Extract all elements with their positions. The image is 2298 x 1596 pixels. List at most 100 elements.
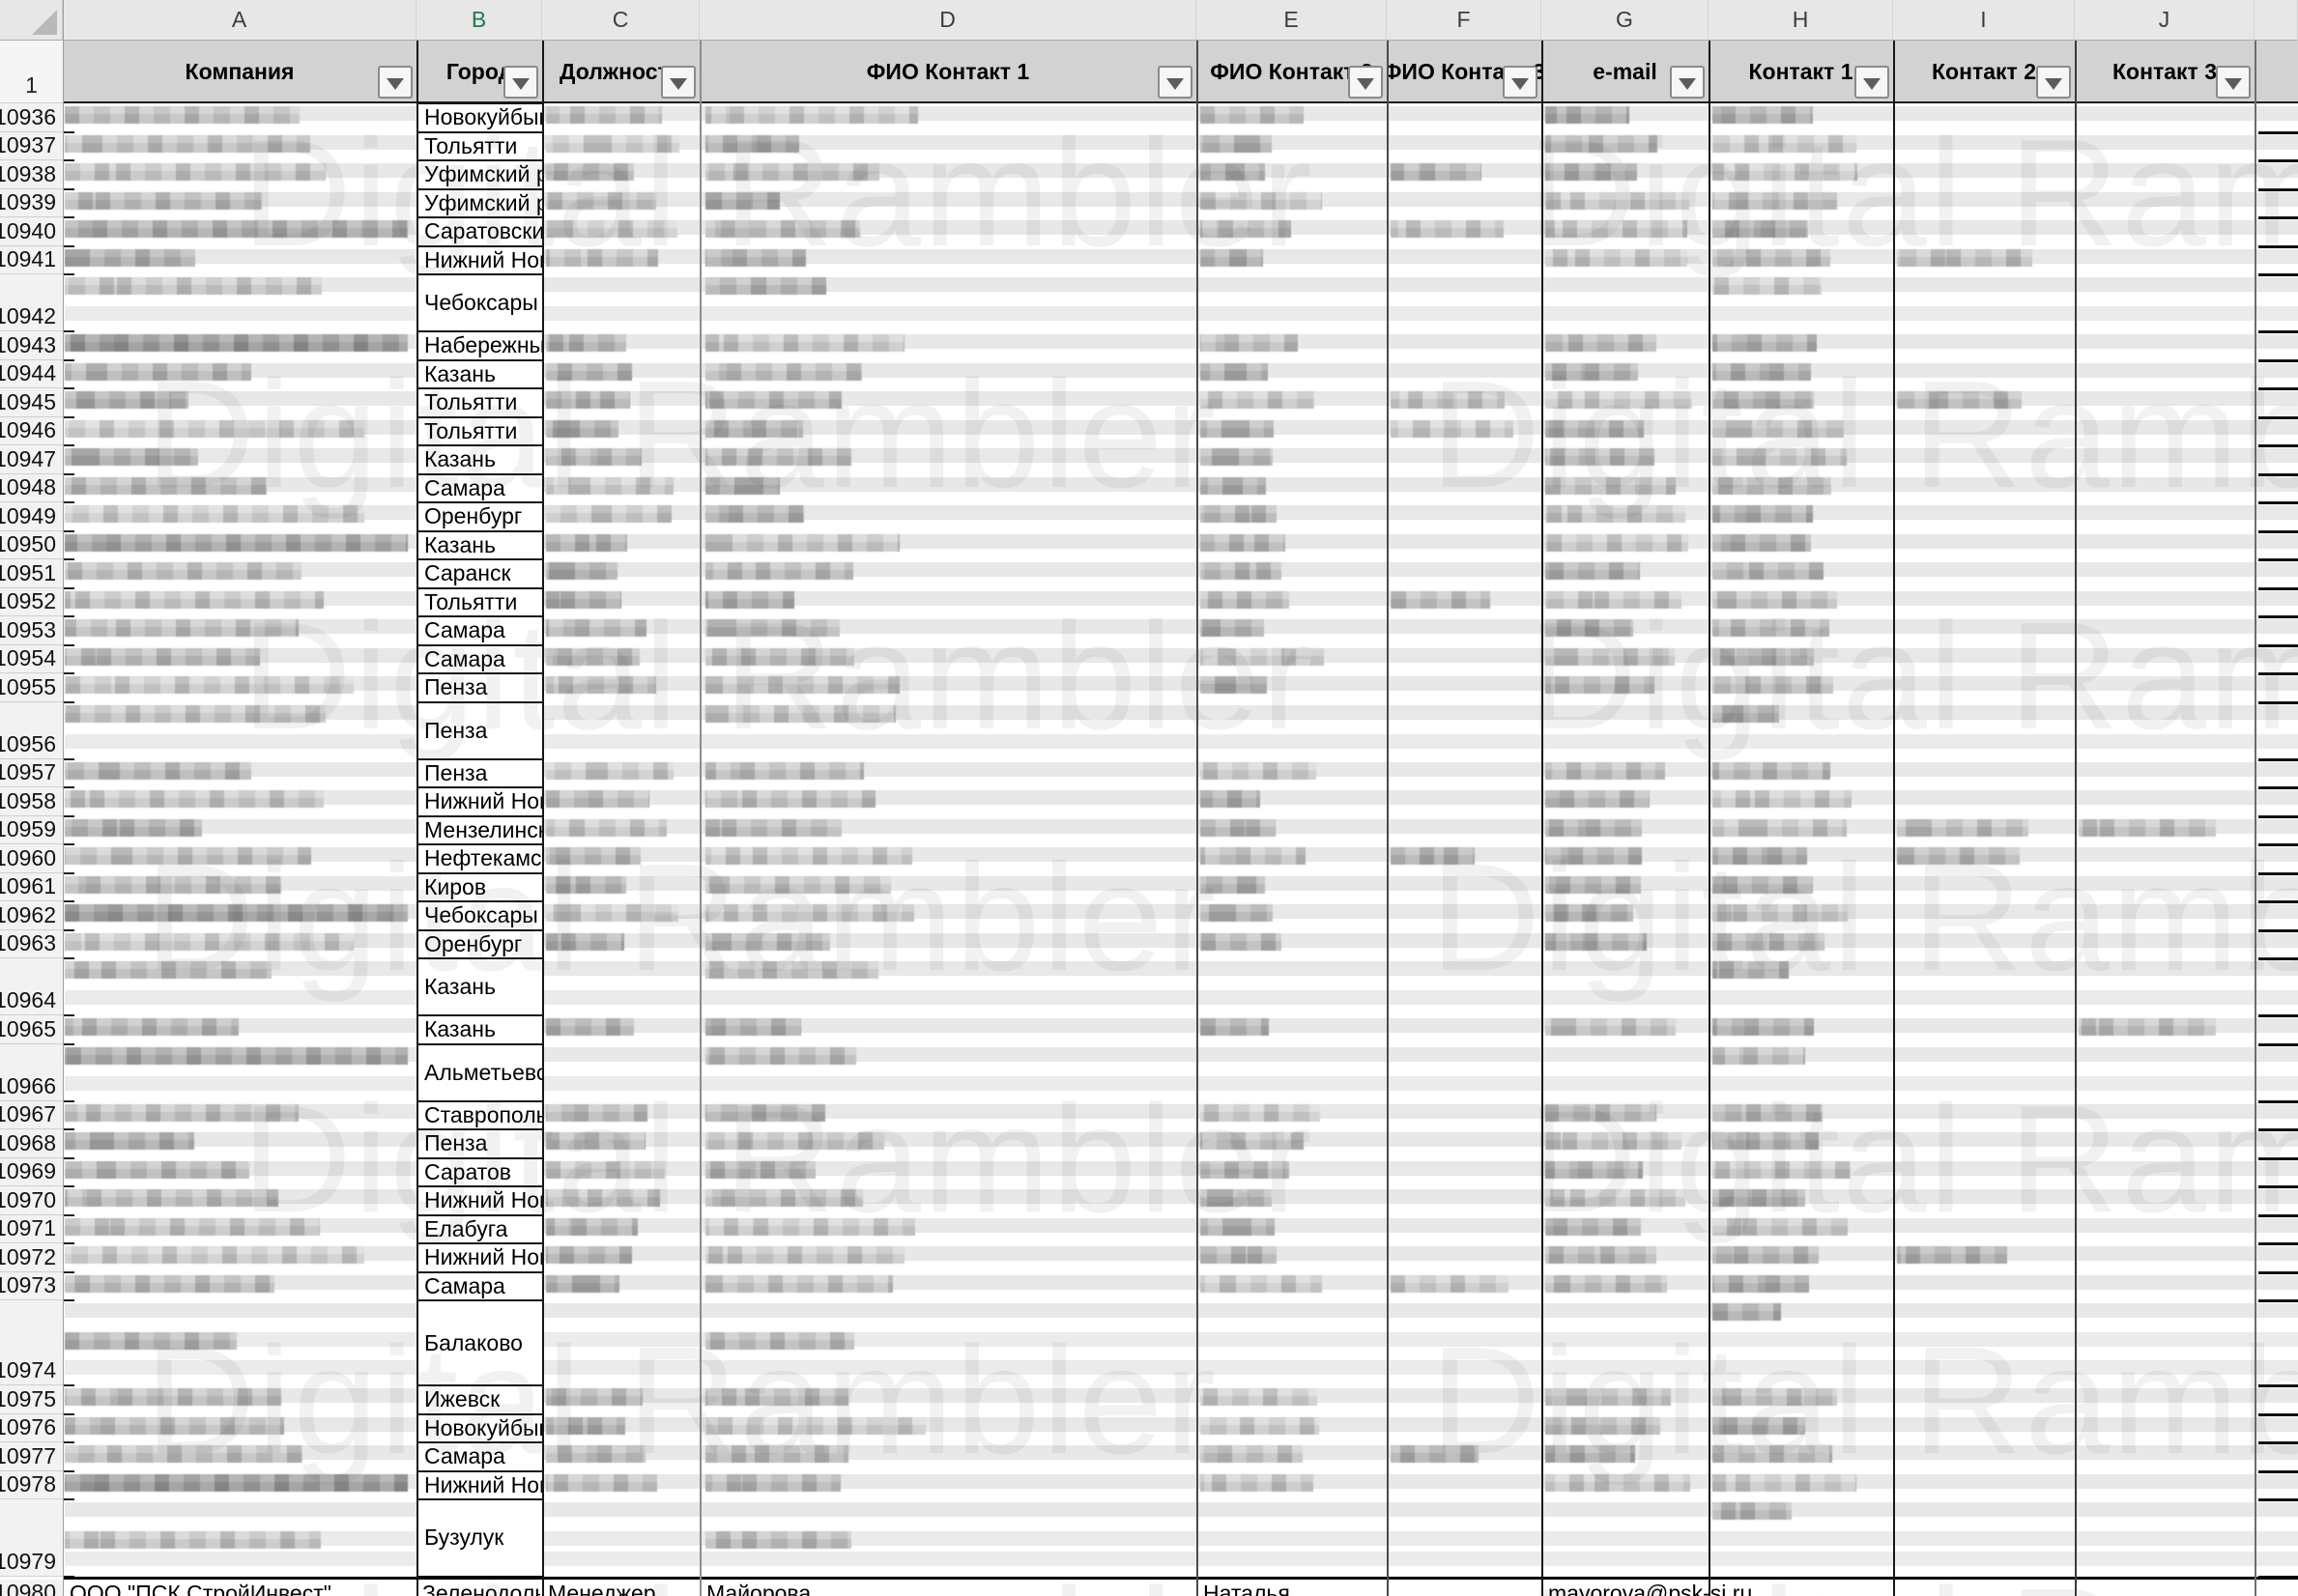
row-number-10962[interactable]: 10962	[0, 901, 63, 930]
row-number-10961[interactable]: 10961	[0, 872, 63, 901]
row-number-10963[interactable]: 10963	[0, 929, 63, 958]
city-cell[interactable]: Ставропольский	[417, 1099, 544, 1130]
city-cell[interactable]: Оренбург	[417, 928, 544, 959]
column-letter-f[interactable]: F	[1387, 0, 1541, 41]
column-header-e[interactable]: ФИО Контакт 2	[1196, 41, 1387, 103]
city-cell[interactable]: Тольятти	[417, 130, 544, 161]
city-cell[interactable]: Саратов	[417, 1156, 544, 1187]
filter-button-d[interactable]	[1158, 66, 1192, 99]
city-cell[interactable]: Балаково	[417, 1299, 544, 1386]
row-number-10968[interactable]: 10968	[0, 1129, 63, 1158]
column-letter-i[interactable]: I	[1893, 0, 2075, 41]
row-number-10977[interactable]: 10977	[0, 1442, 63, 1471]
row-number-10965[interactable]: 10965	[0, 1015, 63, 1044]
company-cell[interactable]: ООО "ПСК СтройИнвест"	[70, 1580, 331, 1596]
row-number-1[interactable]: 1	[0, 41, 63, 103]
row-number-10971[interactable]: 10971	[0, 1214, 63, 1243]
city-cell[interactable]: Ижевск	[417, 1384, 544, 1415]
row-number-10957[interactable]: 10957	[0, 758, 63, 787]
city-cell[interactable]: Саранск	[417, 558, 544, 589]
city-cell[interactable]: Самара	[417, 615, 544, 646]
filter-button-h[interactable]	[1854, 66, 1889, 99]
row-number-10969[interactable]: 10969	[0, 1157, 63, 1186]
row-number-10975[interactable]: 10975	[0, 1385, 63, 1414]
city-cell[interactable]: Зеленодольск	[422, 1580, 540, 1596]
select-all-corner[interactable]	[0, 0, 63, 41]
city-cell[interactable]: Пенза	[417, 1128, 544, 1159]
city-cell[interactable]: Казань	[417, 1014, 544, 1045]
row-number-10951[interactable]: 10951	[0, 559, 63, 588]
filter-button-i[interactable]	[2036, 66, 2071, 99]
fio2-cell[interactable]: Наталья	[1203, 1580, 1290, 1596]
filter-button-c[interactable]	[661, 66, 696, 99]
column-header-a[interactable]: Компания	[63, 41, 417, 103]
row-number-10967[interactable]: 10967	[0, 1100, 63, 1129]
row-number-10947[interactable]: 10947	[0, 445, 63, 474]
column-letter-h[interactable]: H	[1709, 0, 1893, 41]
city-cell[interactable]: Нижний Новгород	[417, 1185, 544, 1216]
city-cell[interactable]: Уфимский район	[417, 187, 544, 218]
city-cell[interactable]: Тольятти	[417, 387, 544, 418]
city-cell[interactable]: Самара	[417, 643, 544, 674]
column-letter-j[interactable]: J	[2075, 0, 2255, 41]
city-cell[interactable]: Бузулук	[417, 1498, 544, 1578]
row-number-10942[interactable]: 10942	[0, 274, 63, 331]
column-header-h[interactable]: Контакт 1	[1709, 41, 1893, 103]
city-cell[interactable]: Чебоксары	[417, 273, 544, 332]
column-letter-a[interactable]: A	[63, 0, 417, 41]
column-header-g[interactable]: e-mail	[1541, 41, 1709, 103]
row-number-10955[interactable]: 10955	[0, 673, 63, 702]
email-cell[interactable]: mayorova@psk-si.ru	[1548, 1580, 1753, 1596]
city-cell[interactable]: Оренбург	[417, 501, 544, 532]
row-number-10979[interactable]: 10979	[0, 1499, 63, 1577]
row-number-10949[interactable]: 10949	[0, 502, 63, 531]
column-header-d[interactable]: ФИО Контакт 1	[700, 41, 1196, 103]
city-cell[interactable]: Нефтекамск	[417, 843, 544, 874]
row-number-10970[interactable]: 10970	[0, 1186, 63, 1215]
row-number-10980[interactable]: 10980	[0, 1579, 63, 1596]
row-number-10944[interactable]: 10944	[0, 359, 63, 388]
row-number-10974[interactable]: 10974	[0, 1300, 63, 1385]
city-cell[interactable]: Нижний Новгород	[417, 1469, 544, 1500]
filter-button-j[interactable]	[2216, 66, 2251, 99]
row-number-10941[interactable]: 10941	[0, 245, 63, 274]
city-cell[interactable]: Новокуйбышевск	[417, 102, 544, 133]
city-cell[interactable]: Тольятти	[417, 586, 544, 617]
filter-button-g[interactable]	[1670, 66, 1705, 99]
city-cell[interactable]: Набережные Челны	[417, 330, 544, 361]
city-cell[interactable]: Казань	[417, 529, 544, 560]
column-header-j[interactable]: Контакт 3	[2075, 41, 2255, 103]
row-number-10936[interactable]: 10936	[0, 103, 63, 132]
column-header-b[interactable]: Город	[417, 41, 542, 103]
column-letter-g[interactable]: G	[1541, 0, 1709, 41]
row-number-10964[interactable]: 10964	[0, 958, 63, 1015]
row-number-10948[interactable]: 10948	[0, 473, 63, 502]
city-cell[interactable]: Казань	[417, 358, 544, 389]
row-number-10966[interactable]: 10966	[0, 1043, 63, 1101]
city-cell[interactable]: Пенза	[417, 672, 544, 703]
row-number-10952[interactable]: 10952	[0, 587, 63, 616]
row-number-10939[interactable]: 10939	[0, 188, 63, 217]
row-number-10959[interactable]: 10959	[0, 815, 63, 844]
city-cell[interactable]: Тольятти	[417, 415, 544, 446]
column-letter-e[interactable]: E	[1196, 0, 1387, 41]
row-number-10978[interactable]: 10978	[0, 1470, 63, 1499]
city-cell[interactable]: Чебоксары	[417, 900, 544, 931]
city-cell[interactable]: Самара	[417, 1270, 544, 1301]
city-cell[interactable]: Альметьевск	[417, 1042, 544, 1102]
city-cell[interactable]: Нижний Новгород	[417, 786, 544, 817]
column-letter-b[interactable]: B	[417, 0, 542, 41]
filter-button-a[interactable]	[378, 66, 413, 99]
city-cell[interactable]: Пенза	[417, 700, 544, 760]
row-number-10954[interactable]: 10954	[0, 644, 63, 673]
row-number-10946[interactable]: 10946	[0, 416, 63, 445]
city-cell[interactable]: Самара	[417, 1441, 544, 1472]
row-number-10958[interactable]: 10958	[0, 787, 63, 816]
city-cell[interactable]: Киров	[417, 871, 544, 902]
row-number-10940[interactable]: 10940	[0, 217, 63, 246]
city-cell[interactable]: Саратовский район	[417, 216, 544, 247]
city-cell[interactable]: Казань	[417, 957, 544, 1016]
row-number-10953[interactable]: 10953	[0, 616, 63, 645]
row-number-10950[interactable]: 10950	[0, 530, 63, 559]
filter-button-b[interactable]	[503, 66, 538, 99]
